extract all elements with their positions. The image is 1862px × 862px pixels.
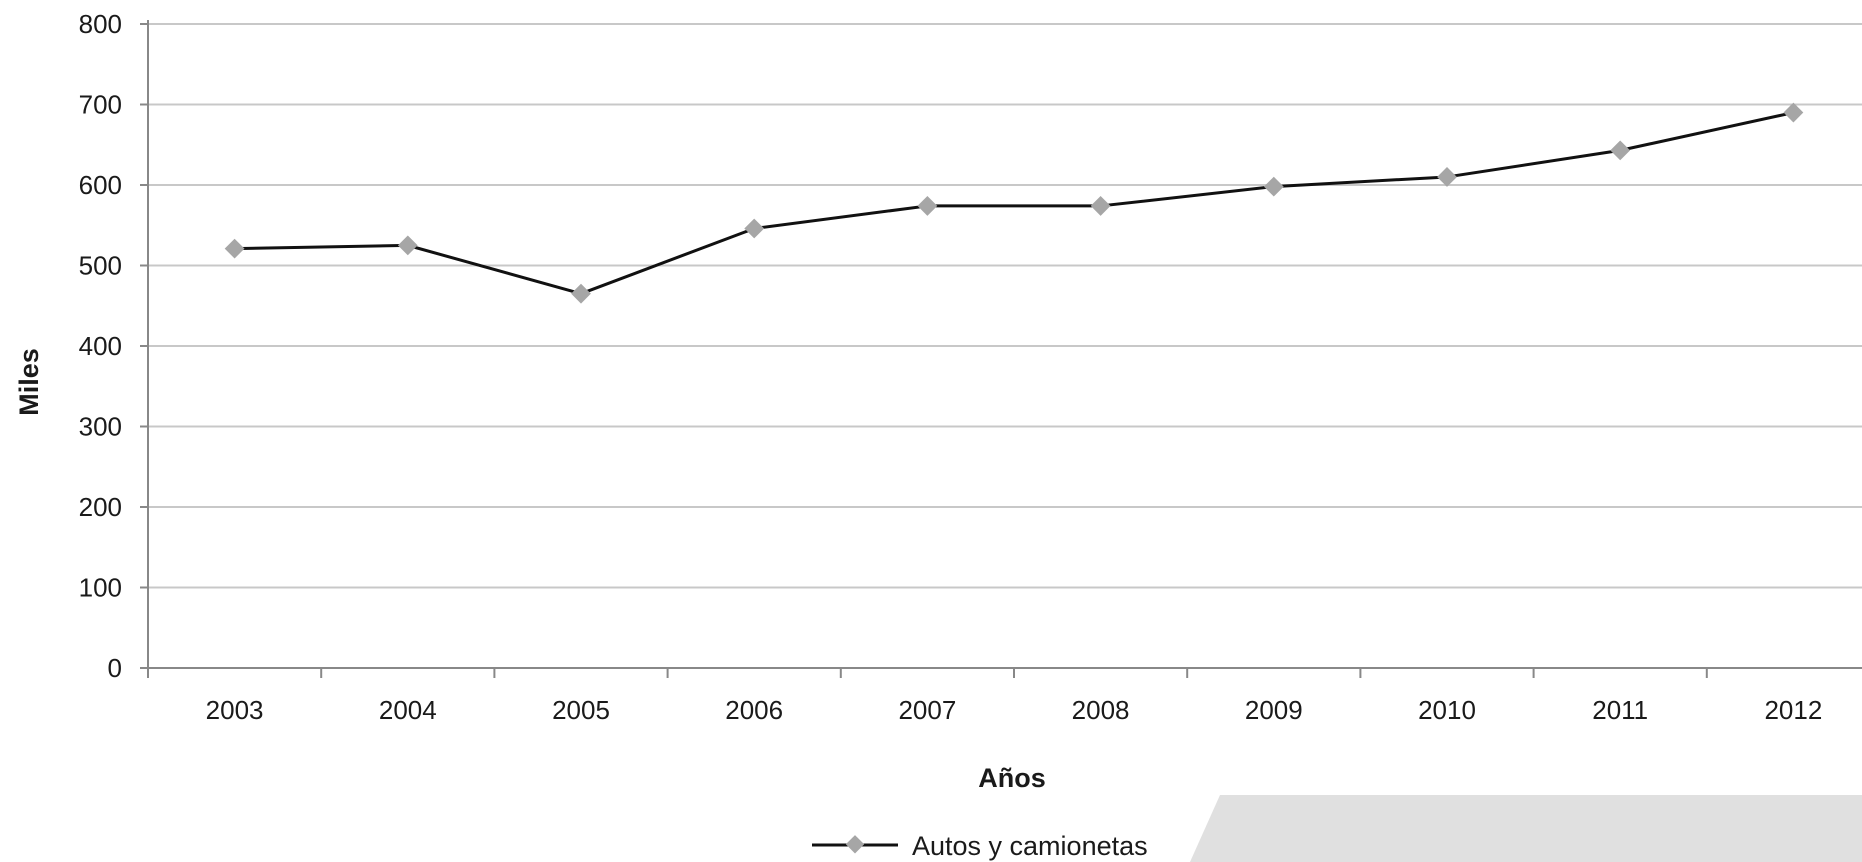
x-tick-label: 2004 (379, 695, 437, 725)
data-point-2007 (917, 196, 938, 216)
x-tick-label: 2007 (898, 695, 956, 725)
data-point-2008 (1090, 196, 1111, 216)
y-tick-label: 400 (79, 331, 122, 361)
x-tick-label: 2008 (1072, 695, 1130, 725)
x-tick-label: 2009 (1245, 695, 1303, 725)
y-tick-label: 800 (79, 9, 122, 39)
x-tick-label: 2011 (1592, 695, 1648, 725)
x-tick-label: 2010 (1418, 695, 1476, 725)
y-tick-label: 200 (79, 492, 122, 522)
data-point-2009 (1263, 176, 1284, 197)
y-tick-label: 300 (79, 412, 122, 442)
series-line-0 (234, 111, 1794, 296)
x-tick-label: 2005 (552, 695, 610, 725)
data-point-2012 (1783, 102, 1804, 123)
legend: Autos y camionetas (812, 831, 1148, 861)
y-tick-label: 0 (108, 653, 122, 683)
x-tick-label: 2006 (725, 695, 783, 725)
y-axis-title: Miles (14, 348, 44, 416)
y-tick-label: 600 (79, 170, 122, 200)
data-point-2006 (744, 218, 765, 239)
data-point-2004 (397, 235, 418, 256)
series-group (224, 102, 1804, 304)
data-point-2011 (1610, 140, 1631, 161)
axes (140, 20, 1862, 678)
y-tick-label: 100 (79, 573, 122, 603)
legend-label: Autos y camionetas (912, 831, 1148, 861)
y-tick-labels: 0 100 200 300 400 500 600 700 800 (79, 9, 122, 683)
y-tick-label: 700 (79, 90, 122, 120)
data-point-2010 (1437, 167, 1457, 187)
x-axis-title: Años (978, 763, 1046, 793)
x-tick-label: 2012 (1764, 695, 1822, 725)
x-tick-label: 2003 (206, 695, 264, 725)
x-tick-labels: 2003 2004 2005 2006 2007 2008 2009 2010 2011 2012 (206, 695, 1823, 725)
legend-marker-swatch (845, 835, 865, 854)
data-point-2003 (224, 238, 245, 259)
data-point-2005 (571, 283, 591, 304)
y-tick-label: 500 (79, 251, 122, 281)
gridlines (148, 23, 1862, 589)
corner-shading (1190, 795, 1862, 862)
